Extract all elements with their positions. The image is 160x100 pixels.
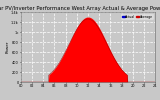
Title: Solar PV/Inverter Performance West Array Actual & Average Power Output: Solar PV/Inverter Performance West Array… bbox=[0, 6, 160, 11]
Y-axis label: Power: Power bbox=[6, 41, 10, 53]
Legend: Actual, Average: Actual, Average bbox=[121, 14, 154, 20]
